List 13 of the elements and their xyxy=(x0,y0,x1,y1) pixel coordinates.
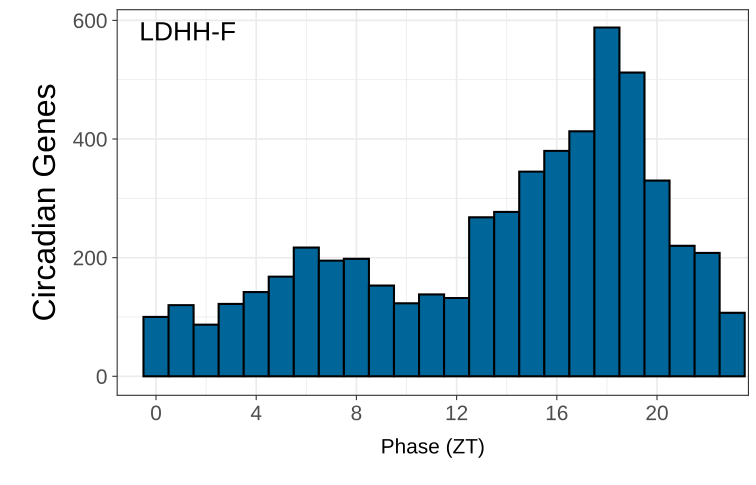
x-tick-label: 20 xyxy=(646,406,668,420)
y-tick-label: 0 xyxy=(96,369,107,384)
x-tick-label: 8 xyxy=(352,406,362,420)
annotation: LDHH-F xyxy=(141,22,235,40)
x-tick-label: 16 xyxy=(546,406,568,420)
x-axis-title: Phase (ZT) xyxy=(382,438,484,458)
y-tick-label: 200 xyxy=(74,250,107,266)
y-axis-title: Circadian Genes xyxy=(32,84,56,320)
y-tick-label: 400 xyxy=(73,132,107,147)
x-tick-label: 4 xyxy=(250,406,262,420)
y-tick-label: 600 xyxy=(74,13,107,28)
x-tick-label: 12 xyxy=(446,406,468,420)
x-tick-label: 0 xyxy=(151,406,161,420)
